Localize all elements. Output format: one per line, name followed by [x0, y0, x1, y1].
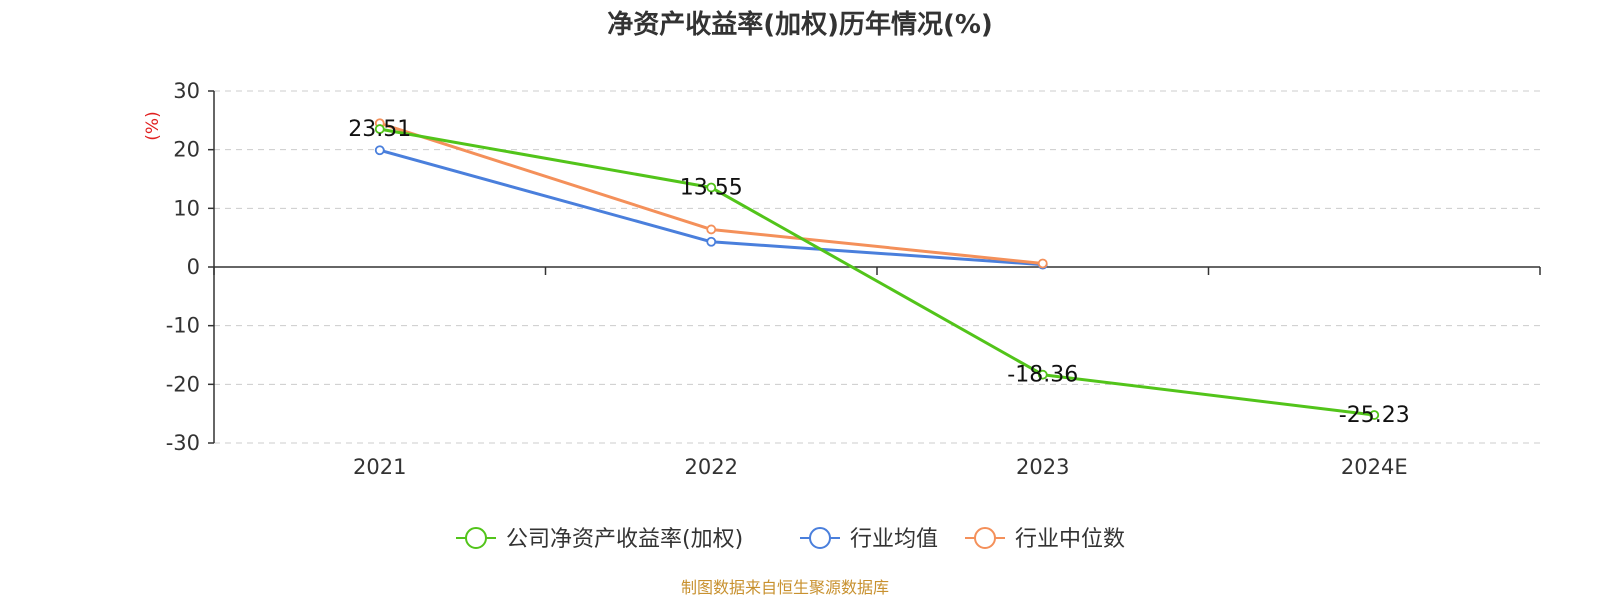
gridlines [214, 90, 1540, 444]
data-point [1037, 258, 1048, 269]
source-note: 制图数据来自恒生聚源数据库 [681, 578, 889, 597]
legend-label: 行业中位数 [1015, 527, 1125, 552]
x-tick-label: 2024E [1341, 455, 1408, 479]
series-lines [374, 118, 1380, 420]
legend-marker-icon [465, 527, 487, 549]
series-line [379, 148, 1043, 267]
legend-marker-icon [974, 527, 996, 549]
legend-item[interactable]: 公司净资产收益率(加权) [456, 527, 743, 552]
series-line [379, 127, 1375, 417]
x-tick-label: 2023 [1016, 455, 1069, 479]
legend-label: 公司净资产收益率(加权) [506, 527, 743, 552]
data-point [374, 124, 385, 134]
data-point [374, 145, 385, 156]
data-point [1037, 369, 1048, 380]
y-axis-label: (%) [143, 111, 163, 140]
x-tick-label: 2022 [685, 455, 738, 479]
y-tick-label: 30 [173, 79, 200, 103]
y-tick-label: 10 [173, 196, 200, 220]
legend-item[interactable]: 行业中位数 [965, 527, 1125, 552]
legend-marker-icon [809, 527, 831, 549]
data-labels: 23.51 13.55 -18.36 -25.23 [348, 117, 1409, 428]
legend[interactable]: 公司净资产收益率(加权) 行业均值 行业中位数 [456, 527, 1125, 552]
x-tick-label: 2021 [353, 455, 406, 479]
y-tick-label: -30 [166, 431, 200, 455]
legend-item[interactable]: 行业均值 [800, 527, 938, 552]
data-point [1369, 410, 1380, 420]
data-label: -18.36 [1007, 363, 1078, 388]
axes [213, 91, 1541, 443]
y-axis-ticks: 30 20 10 0 -10 -20 -30 [166, 79, 214, 455]
chart-title: 净资产收益率(加权)历年情况(%) [607, 9, 993, 40]
y-tick-label: 0 [187, 255, 200, 279]
y-tick-label: -10 [166, 314, 200, 338]
data-point [706, 236, 717, 247]
legend-label: 行业均值 [850, 527, 938, 552]
data-point [706, 182, 717, 193]
data-point [706, 224, 717, 235]
data-label: -25.23 [1339, 403, 1410, 428]
data-label: 23.51 [348, 117, 411, 142]
data-label: 13.55 [680, 176, 743, 201]
y-tick-label: 20 [173, 138, 200, 162]
x-axis-ticks: 2021 2022 2023 2024E [353, 455, 1408, 479]
y-tick-label: -20 [166, 372, 200, 396]
